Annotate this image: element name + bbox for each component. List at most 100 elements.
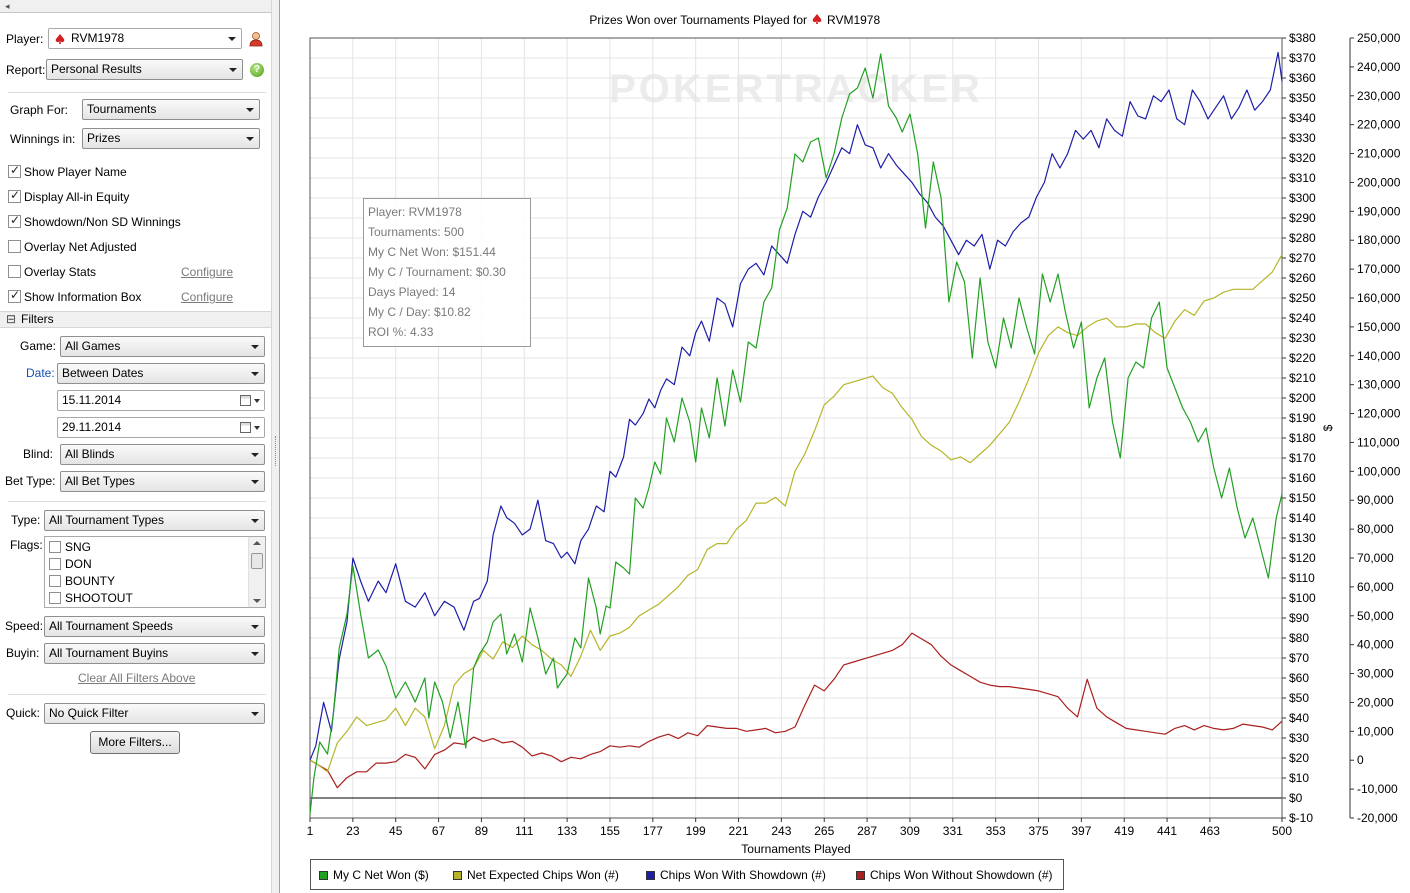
graph-for-select[interactable]: Tournaments: [82, 99, 260, 120]
player-select[interactable]: RVM1978: [48, 28, 242, 49]
checkbox[interactable]: [8, 163, 21, 178]
y-tick-label-chips: 200,000: [1357, 175, 1401, 189]
speed-select[interactable]: All Tournament Speeds: [44, 616, 265, 637]
x-tick-label: 133: [557, 824, 577, 838]
y-tick-label-dollars: $10: [1289, 771, 1309, 785]
y-tick-label-dollars: $110: [1289, 571, 1315, 585]
date-to-picker[interactable]: 29.11.2014: [57, 417, 265, 438]
y-tick-label-dollars: $250: [1289, 291, 1316, 305]
x-tick-label: 309: [900, 824, 920, 838]
chevron-down-icon: [228, 37, 236, 41]
y-tick-label-dollars: $90: [1289, 611, 1309, 625]
y-tick-label-chips: 230,000: [1357, 89, 1401, 103]
y-tick-label-chips: 50,000: [1357, 609, 1394, 623]
date-from-picker[interactable]: 15.11.2014: [57, 390, 265, 411]
checkbox[interactable]: [49, 541, 61, 553]
winnings-in-select[interactable]: Prizes: [82, 128, 260, 149]
y-tick-label-dollars: $50: [1289, 691, 1309, 705]
y-tick-label-chips: 0: [1357, 753, 1364, 767]
player-value: RVM1978: [71, 31, 125, 45]
y-tick-label-chips: 250,000: [1357, 31, 1401, 45]
scroll-up-icon[interactable]: [253, 541, 261, 545]
option-label: Display All-in Equity: [24, 190, 130, 204]
chevron-down-icon: [251, 372, 259, 376]
y-tick-label-chips: 60,000: [1357, 580, 1394, 594]
option-label: Overlay Net Adjusted: [24, 240, 137, 254]
legend-swatch: [319, 871, 328, 880]
flags-scrollbar[interactable]: [248, 537, 265, 607]
report-value: Personal Results: [51, 62, 142, 76]
player-label: Player:: [6, 32, 44, 46]
splitter-grip[interactable]: [275, 436, 277, 466]
buyin-select[interactable]: All Tournament Buyins: [44, 643, 265, 664]
game-select[interactable]: All Games: [60, 336, 265, 357]
y-tick-label-dollars: $220: [1289, 351, 1316, 365]
option-label: Overlay Stats: [24, 265, 97, 279]
quick-filter-select[interactable]: No Quick Filter: [44, 703, 265, 724]
checkbox[interactable]: [8, 188, 21, 203]
chevron-down-icon: [251, 453, 259, 457]
bet-type-select[interactable]: All Bet Types: [60, 471, 265, 492]
tournament-type-select[interactable]: All Tournament Types: [44, 510, 265, 531]
x-tick-label: 89: [475, 824, 489, 838]
help-icon[interactable]: ?: [250, 63, 264, 77]
date-select[interactable]: Between Dates: [57, 363, 265, 384]
x-tick-label: 243: [771, 824, 791, 838]
checkbox[interactable]: [8, 240, 21, 253]
checkbox[interactable]: [49, 592, 61, 604]
chevron-down-icon: [251, 480, 259, 484]
option-label: Show Information Box: [24, 290, 142, 304]
collapse-icon[interactable]: ⊟: [6, 312, 17, 326]
configure-overlay-stats-link[interactable]: Configure: [181, 265, 234, 279]
checkbox[interactable]: [8, 213, 21, 228]
x-tick-label: 287: [857, 824, 877, 838]
checkbox[interactable]: [49, 558, 61, 570]
chevron-down-icon: [251, 652, 259, 656]
report-select[interactable]: Personal Results: [46, 59, 243, 80]
chevron-down-icon: [251, 625, 259, 629]
y-tick-label-dollars: $240: [1289, 311, 1316, 325]
x-axis-label: Tournaments Played: [741, 842, 850, 856]
date-to-value: 29.11.2014: [62, 420, 122, 434]
y-tick-label-chips: 210,000: [1357, 147, 1401, 161]
y-tick-label-chips: 90,000: [1357, 493, 1394, 507]
checkbox[interactable]: [49, 575, 61, 587]
y-tick-label-chips: -10,000: [1357, 782, 1398, 796]
sidebar-collapse-bar[interactable]: ◂: [0, 0, 271, 13]
checkbox[interactable]: [8, 288, 21, 303]
configure-info-box-link[interactable]: Configure: [181, 290, 234, 304]
clear-filters-link[interactable]: Clear All Filters Above: [78, 671, 196, 685]
legend-label: Chips Won With Showdown (#): [660, 868, 826, 882]
chart-title-player: RVM1978: [827, 13, 880, 27]
series-line-expected-chips: [309, 254, 1283, 773]
scroll-thumb[interactable]: [251, 553, 263, 569]
y-tick-label-dollars: $270: [1289, 251, 1316, 265]
y-tick-label-dollars: $200: [1289, 391, 1316, 405]
winnings-in-value: Prizes: [87, 131, 121, 145]
calendar-icon[interactable]: [240, 422, 251, 433]
y-tick-label-chips: 100,000: [1357, 464, 1401, 478]
panel-splitter[interactable]: [271, 0, 280, 893]
option-label: Showdown/Non SD Winnings: [24, 215, 181, 229]
y-tick-label-dollars: $160: [1289, 471, 1316, 485]
filters-section-header[interactable]: ⊟ Filters: [0, 311, 271, 328]
y-tick-label-dollars: $300: [1289, 191, 1316, 205]
y-axis-label-dollars: $: [1321, 424, 1335, 431]
blind-label: Blind:: [23, 447, 54, 461]
flag-label: SHOOTOUT: [65, 591, 133, 605]
y-tick-label-dollars: $20: [1289, 751, 1309, 765]
watermark-text: POKERTRACKER: [609, 67, 983, 111]
scroll-down-icon[interactable]: [253, 599, 261, 603]
more-filters-button[interactable]: More Filters...: [90, 731, 180, 754]
flags-list[interactable]: SNG DON BOUNTY SHOOTOUT: [44, 536, 266, 608]
blind-select[interactable]: All Blinds: [60, 444, 265, 465]
x-tick-label: 419: [1114, 824, 1134, 838]
info-player: Player: RVM1978: [368, 205, 462, 219]
title-spade-icon: [812, 14, 822, 24]
calendar-icon[interactable]: [240, 395, 251, 406]
player-avatar-icon[interactable]: [248, 31, 264, 47]
y-tick-label-chips: 120,000: [1357, 407, 1401, 421]
y-tick-label-dollars: $150: [1289, 491, 1316, 505]
checkbox[interactable]: [8, 265, 21, 278]
chevron-down-icon: [246, 137, 254, 141]
